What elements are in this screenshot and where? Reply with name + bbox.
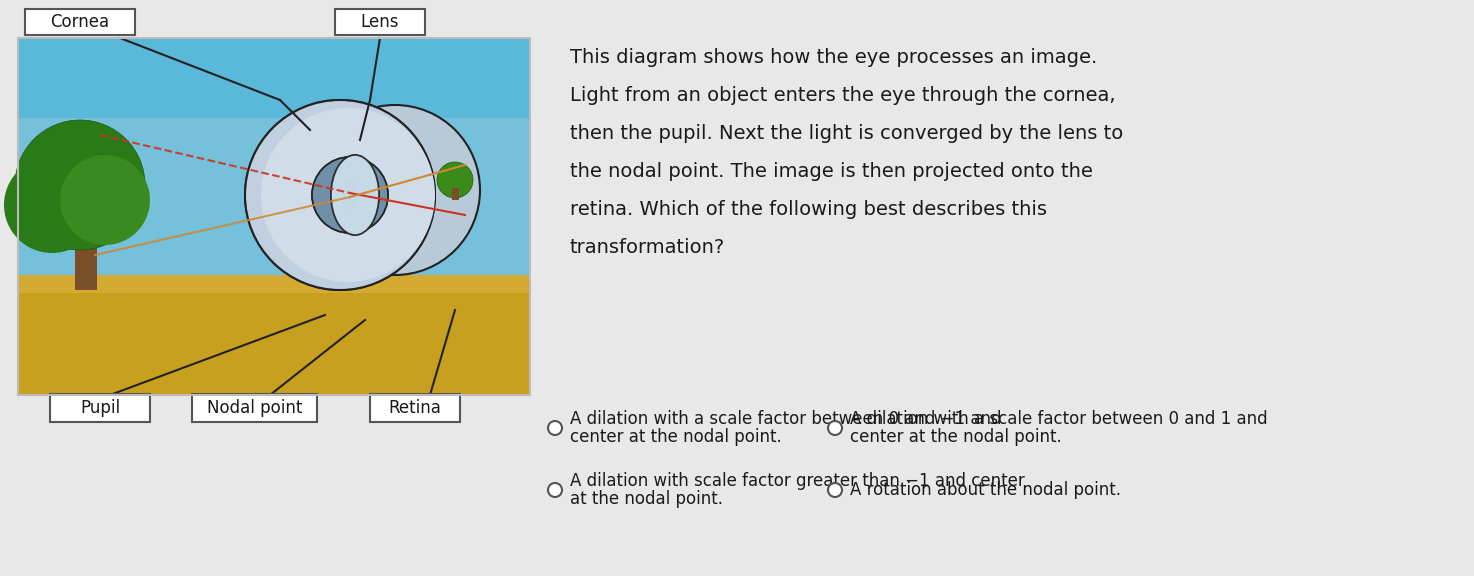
Circle shape (245, 100, 435, 290)
Circle shape (245, 100, 435, 290)
Circle shape (312, 157, 388, 233)
Text: Lens: Lens (361, 13, 399, 31)
Circle shape (828, 421, 842, 435)
Circle shape (828, 483, 842, 497)
Text: then the pupil. Next the light is converged by the lens to: then the pupil. Next the light is conver… (570, 124, 1123, 143)
Bar (18, 38, 531, 395)
Text: Cornea: Cornea (50, 13, 109, 31)
Text: at the nodal point.: at the nodal point. (570, 490, 724, 508)
Circle shape (310, 105, 481, 275)
Text: A rotation about the nodal point.: A rotation about the nodal point. (850, 481, 1122, 499)
Ellipse shape (332, 155, 379, 235)
Text: This diagram shows how the eye processes an image.: This diagram shows how the eye processes… (570, 48, 1097, 67)
Bar (18, 275, 531, 293)
Circle shape (15, 120, 144, 250)
Bar (18, 118, 531, 275)
Bar (25, 9, 136, 35)
Text: retina. Which of the following best describes this: retina. Which of the following best desc… (570, 200, 1047, 219)
Circle shape (261, 108, 435, 282)
Bar (193, 394, 317, 422)
Bar (75, 240, 97, 290)
Circle shape (312, 157, 388, 233)
Text: center at the nodal point.: center at the nodal point. (850, 428, 1061, 446)
Circle shape (4, 157, 100, 253)
Text: Pupil: Pupil (80, 399, 119, 417)
Circle shape (60, 155, 150, 245)
Circle shape (436, 162, 473, 198)
Text: transformation?: transformation? (570, 238, 725, 257)
Bar (18, 38, 531, 395)
Text: A dilation with scale factor greater than −1 and center: A dilation with scale factor greater tha… (570, 472, 1024, 490)
Text: Retina: Retina (389, 399, 441, 417)
Text: Nodal point: Nodal point (208, 399, 302, 417)
Text: the nodal point. The image is then projected onto the: the nodal point. The image is then proje… (570, 162, 1092, 181)
Ellipse shape (343, 179, 357, 211)
Text: A dilation with a scale factor between 0 and −1 and: A dilation with a scale factor between 0… (570, 410, 1001, 428)
Bar (18, 275, 531, 395)
Circle shape (548, 483, 562, 497)
Text: center at the nodal point.: center at the nodal point. (570, 428, 781, 446)
Ellipse shape (343, 179, 357, 211)
Bar (50, 394, 150, 422)
Bar (370, 394, 460, 422)
Bar (335, 9, 425, 35)
Bar (453, 188, 458, 200)
Text: Light from an object enters the eye through the cornea,: Light from an object enters the eye thro… (570, 86, 1116, 105)
Circle shape (548, 421, 562, 435)
Ellipse shape (332, 155, 379, 235)
Text: A dilation with a scale factor between 0 and 1 and: A dilation with a scale factor between 0… (850, 410, 1268, 428)
